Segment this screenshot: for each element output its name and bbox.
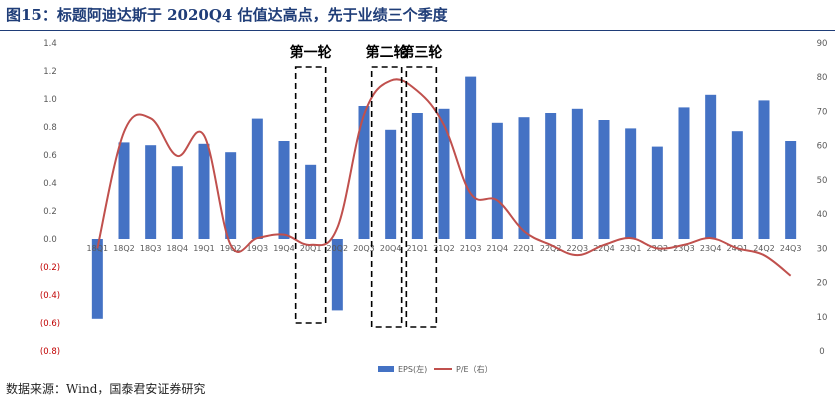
right-axis-tick-label: 70 [817,107,828,117]
left-axis-tick-label: (0.2) [40,263,60,273]
eps-bar-21Q2 [438,108,450,239]
eps-bar-22Q4 [598,120,610,239]
eps-bar-22Q3 [571,108,583,239]
eps-bar-19Q4 [278,141,290,239]
eps-bars [91,76,797,319]
legend-eps-label: EPS(左) [398,364,427,374]
right-axis-tick-label: 60 [817,142,828,152]
x-tick-label: 18Q1 [87,244,109,253]
right-axis-tick-label: 0 [819,347,824,357]
x-tick-label: 21Q1 [407,244,429,253]
title-divider [0,30,835,31]
right-axis-tick-label: 90 [817,39,828,49]
eps-bar-18Q1 [91,239,103,319]
eps-bar-20Q3 [358,106,370,239]
left-axis-tick-label: 1.4 [43,39,57,49]
eps-bar-18Q2 [118,142,130,239]
x-tick-label: 20Q2 [327,244,349,253]
x-tick-label: 19Q4 [273,244,295,253]
eps-bar-19Q3 [251,118,263,239]
right-axis-tick-label: 40 [817,210,828,220]
left-axis-ticks: (0.8) (0.6) (0.4) (0.2) 0.0 0.2 0.4 0.6 0.8 1.0 1.… [40,39,60,357]
left-axis-tick-label: 0.0 [43,235,57,245]
eps-pe-chart: (0.8) (0.6) (0.4) (0.2) 0.0 0.2 0.4 0.6 0.8 1.0 1.… [40,39,828,374]
x-axis-ticks: 18Q1 18Q2 18Q3 18Q4 19Q1 19Q2 19Q3 19Q4 20Q1 20Q2… [87,244,802,253]
x-tick-label: 19Q1 [193,244,215,253]
eps-bar-23Q1 [625,128,637,239]
eps-bar-20Q1 [305,164,317,239]
eps-bar-23Q3 [678,107,690,240]
x-tick-label: 22Q3 [567,244,589,253]
eps-bar-21Q1 [411,113,423,239]
x-tick-label: 24Q3 [780,244,802,253]
right-axis-tick-label: 20 [817,279,828,289]
x-tick-label: 21Q2 [433,244,455,253]
eps-bar-20Q2 [331,239,343,311]
right-axis-tick-label: 80 [817,73,828,83]
annotation-box-3 [405,66,438,328]
x-tick-label: 20Q3 [353,244,375,253]
left-axis-tick-label: (0.6) [40,319,60,329]
right-axis-tick-label: 10 [817,313,828,323]
eps-bar-24Q2 [758,100,770,240]
right-axis-ticks: 0 10 20 30 40 50 60 70 80 90 [817,39,828,357]
pe-line [96,78,792,277]
right-axis-tick-label: 30 [817,244,828,254]
left-axis-tick-label: (0.4) [40,291,60,301]
eps-bar-19Q1 [198,143,210,239]
eps-bar-23Q2 [651,146,663,239]
eps-bar-23Q4 [705,94,717,239]
left-axis-tick-label: 1.2 [43,67,57,77]
x-tick-label: 23Q1 [620,244,642,253]
x-tick-label: 22Q2 [540,244,562,253]
eps-bar-24Q1 [731,131,743,239]
x-tick-label: 21Q4 [487,244,509,253]
left-axis-tick-label: (0.8) [40,347,60,357]
left-axis-tick-label: 0.4 [43,179,57,189]
x-tick-label: 22Q1 [513,244,535,253]
x-tick-label: 21Q3 [460,244,482,253]
x-tick-label: 23Q3 [673,244,695,253]
annotation-label-2: 第二轮 [366,44,408,61]
annotation-label-1: 第一轮 [290,44,332,61]
left-axis-tick-label: 0.8 [43,123,57,133]
eps-bar-18Q3 [145,145,157,239]
eps-bar-24Q3 [785,141,797,239]
eps-bar-21Q4 [491,122,503,239]
eps-bar-18Q4 [171,166,183,239]
eps-bar-21Q3 [465,76,477,239]
x-tick-label: 18Q4 [167,244,189,253]
legend: EPS(左) P/E（右） [378,364,493,374]
eps-bar-19Q2 [225,152,237,239]
x-tick-label: 18Q2 [113,244,135,253]
right-axis-tick-label: 50 [817,176,828,186]
figure-title: 图15：标题阿迪达斯于 2020Q4 估值达高点，先于业绩三个季度 [6,6,448,24]
x-tick-label: 22Q4 [593,244,615,253]
annotation-box-1 [294,66,327,324]
eps-bar-20Q4 [385,129,397,239]
x-tick-label: 23Q4 [700,244,722,253]
left-axis-tick-label: 0.2 [43,207,57,217]
x-tick-label: 19Q2 [220,244,242,253]
x-tick-label: 20Q1 [300,244,322,253]
x-tick-label: 19Q3 [247,244,269,253]
annotation-box-2 [370,66,403,328]
x-tick-label: 18Q3 [140,244,162,253]
pe-line-group [96,78,792,277]
eps-bar-22Q2 [545,113,557,239]
x-tick-label: 20Q4 [380,244,402,253]
legend-eps-swatch [378,366,394,372]
legend-pe-label: P/E（右） [456,364,493,374]
annotation-label-3: 第三轮 [400,44,442,61]
eps-bar-22Q1 [518,117,530,239]
left-axis-tick-label: 0.6 [43,151,57,161]
source-note: 数据来源：Wind，国泰君安证券研究 [6,382,206,396]
x-tick-label: 24Q2 [753,244,775,253]
left-axis-tick-label: 1.0 [43,95,57,105]
